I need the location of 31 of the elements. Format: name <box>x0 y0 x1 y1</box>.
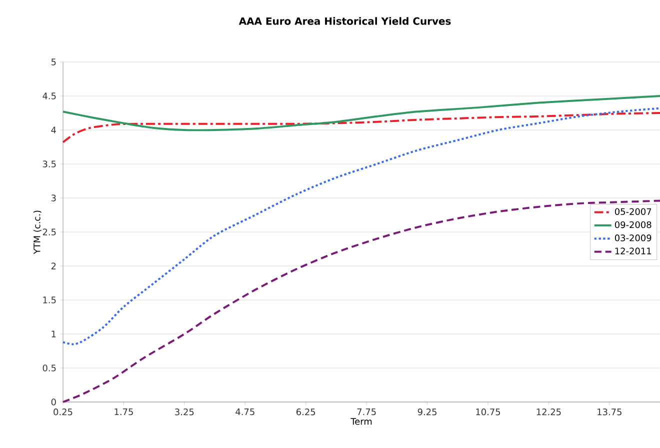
x-tick-label: 13.75 <box>598 408 622 416</box>
x-tick-label: 7.75 <box>357 408 376 416</box>
y-tick-label: 4 <box>51 126 56 134</box>
line-series <box>62 107 660 346</box>
x-tick-label: 1.75 <box>114 408 133 416</box>
x-tick-label: 9.25 <box>418 408 436 416</box>
y-tick-label: 1.5 <box>43 296 56 304</box>
x-tick-label: 3.25 <box>175 408 194 416</box>
x-tick-label: 0.25 <box>54 408 72 416</box>
legend-label: 09-2008 <box>614 221 652 228</box>
x-tick-label: 12.25 <box>536 408 561 416</box>
legend-label: 05-2007 <box>614 208 652 216</box>
y-tick-label: 0.5 <box>42 364 56 372</box>
y-tick-label: 4.5 <box>42 92 56 100</box>
x-tick-label: 6.25 <box>296 408 316 416</box>
line-series <box>62 95 660 132</box>
y-tick-label: 3.5 <box>42 160 56 168</box>
y-tick-label: 3 <box>51 194 56 202</box>
x-tick-label: 10.75 <box>476 408 500 416</box>
legend-label: 12-2011 <box>615 248 651 254</box>
y-tick-label: 2 <box>51 262 56 270</box>
x-tick-label: 4.75 <box>236 408 254 416</box>
y-tick-label: 0 <box>51 398 56 406</box>
x-axis-title: Term <box>350 418 372 425</box>
y-axis-title: YTM (c.c.) <box>33 210 42 254</box>
y-tick-label: 5 <box>51 58 56 66</box>
line-series <box>62 112 660 144</box>
chart-title: AAA Euro Area Historical Yield Curves <box>238 17 451 25</box>
y-tick-label: 2.5 <box>42 228 56 236</box>
y-tick-label: 1 <box>52 330 56 338</box>
legend-label: 03-2009 <box>614 234 652 242</box>
